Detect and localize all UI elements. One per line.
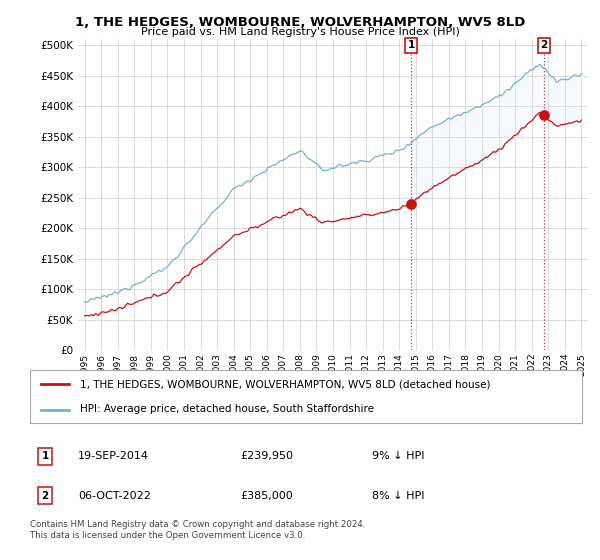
Text: 2: 2 — [41, 491, 49, 501]
Text: £239,950: £239,950 — [240, 451, 293, 461]
Point — [406, 199, 416, 208]
Point — [539, 111, 549, 120]
Text: HPI: Average price, detached house, South Staffordshire: HPI: Average price, detached house, Sout… — [80, 404, 374, 414]
Text: 2: 2 — [541, 40, 548, 50]
Text: 19-SEP-2014: 19-SEP-2014 — [78, 451, 149, 461]
Text: 9% ↓ HPI: 9% ↓ HPI — [372, 451, 425, 461]
Text: 1, THE HEDGES, WOMBOURNE, WOLVERHAMPTON, WV5 8LD (detached house): 1, THE HEDGES, WOMBOURNE, WOLVERHAMPTON,… — [80, 380, 490, 390]
Text: Price paid vs. HM Land Registry's House Price Index (HPI): Price paid vs. HM Land Registry's House … — [140, 27, 460, 37]
Text: 06-OCT-2022: 06-OCT-2022 — [78, 491, 151, 501]
Text: £385,000: £385,000 — [240, 491, 293, 501]
Text: 8% ↓ HPI: 8% ↓ HPI — [372, 491, 425, 501]
Text: 1: 1 — [407, 40, 415, 50]
Text: 1, THE HEDGES, WOMBOURNE, WOLVERHAMPTON, WV5 8LD: 1, THE HEDGES, WOMBOURNE, WOLVERHAMPTON,… — [75, 16, 525, 29]
Text: 1: 1 — [41, 451, 49, 461]
Text: Contains HM Land Registry data © Crown copyright and database right 2024.
This d: Contains HM Land Registry data © Crown c… — [30, 520, 365, 540]
